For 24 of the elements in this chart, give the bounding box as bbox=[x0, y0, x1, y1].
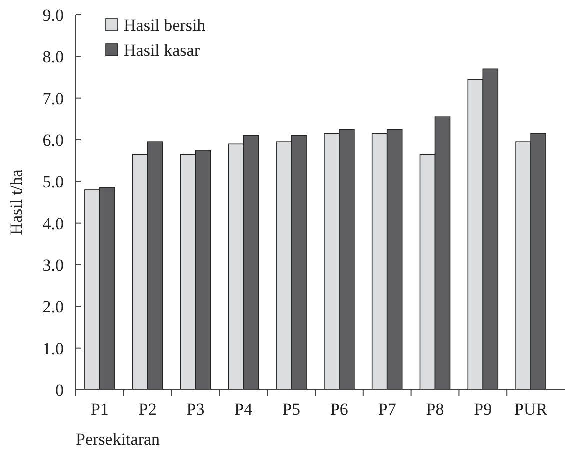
y-axis-title: Hasil t/ha bbox=[7, 169, 26, 236]
x-tick-label: P8 bbox=[426, 400, 444, 419]
y-tick-label: 9.0 bbox=[42, 6, 64, 25]
x-tick-label: P4 bbox=[234, 400, 254, 419]
x-tick-label: P5 bbox=[282, 400, 301, 419]
y-tick-label: 4.0 bbox=[42, 214, 64, 234]
legend-label: Hasil kasar bbox=[124, 40, 200, 60]
x-tick-label: P1 bbox=[90, 400, 109, 419]
y-tick-label: 5.0 bbox=[42, 172, 64, 192]
y-tick-label: 3.0 bbox=[42, 256, 64, 275]
x-tick-label: P2 bbox=[138, 400, 157, 419]
x-axis-title: Persekitaran bbox=[76, 430, 161, 449]
x-tick-label: PUR bbox=[514, 400, 548, 419]
y-tick-label: 6.0 bbox=[42, 130, 64, 150]
x-tick-label: P7 bbox=[378, 400, 397, 419]
x-tick-label: P3 bbox=[186, 400, 205, 419]
x-tick-label: P6 bbox=[330, 400, 348, 419]
y-tick-label: 1.0 bbox=[42, 339, 64, 358]
y-tick-label: 2.0 bbox=[42, 298, 64, 317]
x-tick-label: P9 bbox=[474, 400, 492, 419]
y-tick-label: 7.0 bbox=[42, 89, 64, 108]
y-tick-label: 0 bbox=[56, 380, 64, 400]
legend-label: Hasil bersih bbox=[124, 16, 206, 35]
y-tick-label: 8.0 bbox=[42, 48, 64, 67]
